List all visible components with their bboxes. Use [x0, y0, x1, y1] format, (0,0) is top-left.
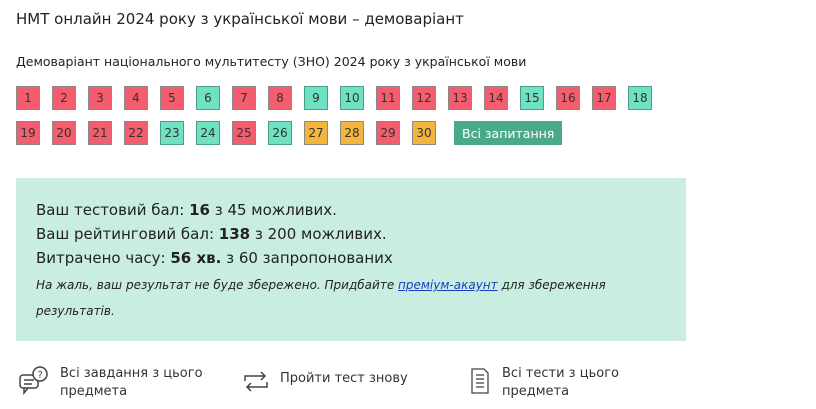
- time-spent-line: Витрачено часу: 56 хв. з 60 запропонован…: [36, 249, 393, 267]
- question-1-button[interactable]: 1: [16, 86, 40, 110]
- question-17-button[interactable]: 17: [592, 86, 616, 110]
- question-22-button[interactable]: 22: [124, 121, 148, 145]
- premium-account-link[interactable]: преміум-акаунт: [398, 278, 498, 292]
- question-5-button[interactable]: 5: [160, 86, 184, 110]
- question-11-button[interactable]: 11: [376, 86, 400, 110]
- question-24-button[interactable]: 24: [196, 121, 220, 145]
- retake-test-button[interactable]: Пройти тест знову: [242, 365, 442, 397]
- question-28-button[interactable]: 28: [340, 121, 364, 145]
- document-icon: [471, 368, 489, 394]
- question-23-button[interactable]: 23: [160, 121, 184, 145]
- all-tests-link[interactable]: Всі тести з цього предмета: [468, 365, 648, 401]
- question-21-button[interactable]: 21: [88, 121, 112, 145]
- question-9-button[interactable]: 9: [304, 86, 328, 110]
- question-30-button[interactable]: 30: [412, 121, 436, 145]
- result-panel: Ваш тестовий бал: 16 з 45 можливих. Ваш …: [16, 178, 686, 341]
- all-questions-button[interactable]: Всі запитання: [454, 121, 563, 145]
- question-12-button[interactable]: 12: [412, 86, 436, 110]
- question-row: 1 2 3 4 5 6 7 8 9 10 11 12 13 14 15 16 17 18: [16, 86, 652, 110]
- question-chat-icon: ?: [19, 366, 48, 396]
- question-8-button[interactable]: 8: [268, 86, 292, 110]
- test-subtitle: Демоваріант національного мультитесту (З…: [16, 54, 527, 69]
- question-4-button[interactable]: 4: [124, 86, 148, 110]
- question-13-button[interactable]: 13: [448, 86, 472, 110]
- question-2-button[interactable]: 2: [52, 86, 76, 110]
- question-10-button[interactable]: 10: [340, 86, 364, 110]
- question-19-button[interactable]: 19: [16, 121, 40, 145]
- question-27-button[interactable]: 27: [304, 121, 328, 145]
- question-26-button[interactable]: 26: [268, 121, 292, 145]
- question-25-button[interactable]: 25: [232, 121, 256, 145]
- save-note: На жаль, ваш результат не буде збережено…: [36, 278, 606, 318]
- question-20-button[interactable]: 20: [52, 121, 76, 145]
- question-15-button[interactable]: 15: [520, 86, 544, 110]
- question-18-button[interactable]: 18: [628, 86, 652, 110]
- question-14-button[interactable]: 14: [484, 86, 508, 110]
- question-row: 19 20 21 22 23 24 25 26 27 28 29 30 Всі запитання: [16, 121, 563, 145]
- question-29-button[interactable]: 29: [376, 121, 400, 145]
- page-title: НМТ онлайн 2024 року з української мови …: [16, 10, 464, 28]
- all-tasks-link[interactable]: ? Всі завдання з цього предмета: [18, 365, 218, 401]
- repeat-icon: [244, 371, 268, 392]
- question-16-button[interactable]: 16: [556, 86, 580, 110]
- test-score-line: Ваш тестовий бал: 16 з 45 можливих.: [36, 201, 337, 219]
- question-6-button[interactable]: 6: [196, 86, 220, 110]
- question-3-button[interactable]: 3: [88, 86, 112, 110]
- svg-text:?: ?: [38, 370, 43, 381]
- rating-score-line: Ваш рейтинговий бал: 138 з 200 можливих.: [36, 225, 387, 243]
- question-7-button[interactable]: 7: [232, 86, 256, 110]
